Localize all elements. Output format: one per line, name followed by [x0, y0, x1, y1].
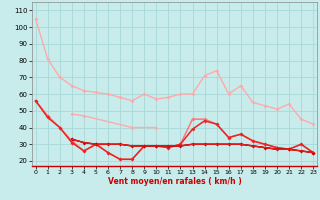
X-axis label: Vent moyen/en rafales ( km/h ): Vent moyen/en rafales ( km/h )	[108, 177, 241, 186]
